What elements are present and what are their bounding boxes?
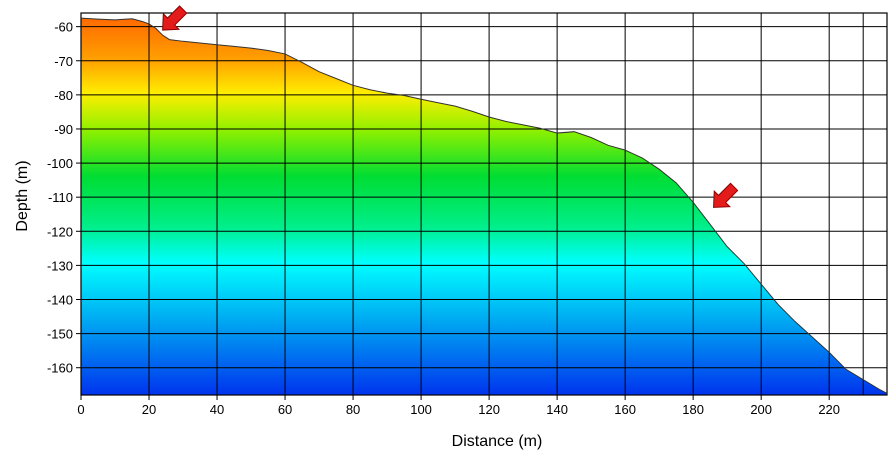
tick-labels-layer: 0 20 40 60 80 100 120 140 160 180 200 220 -60 -70 -80 -…: [47, 20, 840, 417]
x-tick-label: 40: [210, 402, 224, 417]
y-tick-label: -110: [48, 190, 73, 205]
y-tick-label: -120: [47, 224, 73, 239]
red-arrow-shape: [713, 182, 739, 208]
y-tick-label: -90: [54, 122, 73, 137]
y-tick-label: -70: [54, 54, 73, 69]
y-tick-label: -160: [47, 361, 73, 376]
x-tick-label: 0: [77, 402, 84, 417]
profile-area-layer: [81, 18, 887, 396]
x-tick-label: 200: [750, 402, 772, 417]
x-tick-label: 80: [346, 402, 360, 417]
x-tick-label: 140: [546, 402, 568, 417]
annotation-arrows-layer: [162, 5, 739, 208]
y-tick-label: -80: [54, 88, 73, 103]
profile-line: [80, 17, 888, 394]
y-tick-label: -150: [47, 327, 73, 342]
x-tick-label: 160: [614, 402, 636, 417]
profile-area: [81, 18, 887, 396]
y-tick-label: -100: [47, 156, 73, 171]
profile-line-layer: [80, 17, 888, 394]
grid-layer: [80, 12, 888, 396]
y-tick-label: -60: [54, 20, 73, 35]
plot-frame: [80, 12, 888, 396]
x-tick-label: 60: [278, 402, 292, 417]
y-tick-label: -140: [47, 293, 73, 308]
red-arrow-shape: [162, 5, 188, 31]
x-tick-label: 180: [682, 402, 704, 417]
y-tick-label: -130: [47, 258, 73, 273]
x-tick-label: 220: [818, 402, 840, 417]
red-arrow-annotation: [713, 182, 739, 208]
x-tick-label: 120: [478, 402, 500, 417]
red-arrow-annotation: [162, 5, 188, 31]
x-axis-title: Distance (m): [452, 433, 543, 450]
y-axis-title: Depth (m): [14, 160, 31, 231]
x-tick-label: 20: [142, 402, 156, 417]
x-tick-label: 100: [410, 402, 432, 417]
